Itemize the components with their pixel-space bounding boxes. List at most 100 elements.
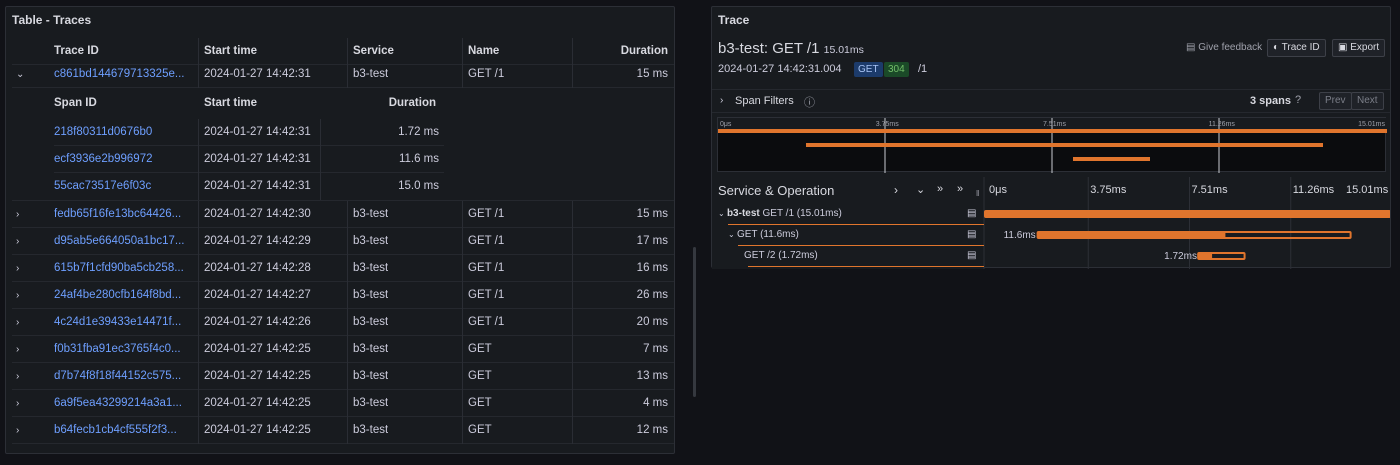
chevron-right-icon[interactable]: › [16, 290, 20, 301]
trace-id-link[interactable]: c861bd144679713325e... [54, 68, 185, 80]
help-icon: ? [1295, 94, 1302, 106]
minimap-tick: 15.01ms [1358, 121, 1385, 128]
export-button[interactable]: ▣ Export [1332, 39, 1386, 57]
span-bar-label: 1.72ms [1164, 251, 1197, 262]
span-row[interactable]: GET /2 (1.72ms) [738, 250, 818, 261]
span-row[interactable]: ecf3936e2b996972 2024-01-27 14:42:31 11.… [54, 146, 444, 173]
trace-id-link[interactable]: 6a9f5ea43299214a3a1... [54, 397, 182, 409]
chevron-right-icon[interactable]: › [16, 398, 20, 409]
chevron-right-icon[interactable]: › [16, 209, 20, 220]
info-icon: ⓘ [804, 97, 815, 109]
minimap-span-bar [718, 129, 1387, 133]
name: GET /1 [468, 68, 505, 80]
name: GET [468, 424, 492, 436]
table-row[interactable]: › 24af4be280cfb164f8bd... 2024-01-27 14:… [12, 282, 674, 309]
chevron-right-icon[interactable]: › [720, 95, 724, 106]
give-feedback-button[interactable]: ▤ Give feedback [1186, 42, 1263, 53]
chevron-right-icon[interactable]: › [16, 371, 20, 382]
save-icon: ▣ [1338, 42, 1351, 53]
trace-id-link[interactable]: 615b7f1cfd90ba5cb258... [54, 262, 184, 274]
table-row-expanded[interactable]: ⌄ c861bd144679713325e... 2024-01-27 14:4… [12, 61, 674, 88]
trace-id-button[interactable]: ◐ Trace ID [1267, 39, 1326, 57]
trace-id-link[interactable]: 4c24d1e39433e14471f... [54, 316, 182, 328]
logs-icon[interactable]: ▤ [967, 208, 977, 219]
chevron-right-icon[interactable]: › [16, 263, 20, 274]
duration: 12 ms [636, 424, 668, 436]
chevron-right-icon[interactable]: › [16, 344, 20, 355]
chevron-down-icon[interactable]: ⌄ [916, 184, 926, 196]
table-row[interactable]: › b64fecb1cb4cf555f2f3... 2024-01-27 14:… [12, 417, 674, 444]
service: b3-test [353, 262, 389, 274]
col-span-start[interactable]: Start time [204, 97, 258, 109]
start-time: 2024-01-27 14:42:25 [204, 397, 311, 409]
span-id-link[interactable]: 218f80311d0676b0 [54, 126, 153, 138]
col-service[interactable]: Service [353, 45, 394, 57]
duration: 13 ms [636, 370, 668, 382]
timeline-tick: 11.26ms [1292, 184, 1335, 196]
span-header: Span ID Start time Duration [54, 90, 444, 117]
chevron-right-icon[interactable]: › [16, 425, 20, 436]
span-duration: 15.0 ms [398, 180, 439, 192]
trace-path: /1 [918, 63, 928, 75]
span-id-link[interactable]: ecf3936e2b996972 [54, 153, 153, 165]
resize-handle-icon[interactable]: ‖ [976, 189, 980, 198]
span-bar-label: 11.6ms [1003, 230, 1036, 241]
copy-icon: ◐ [1273, 42, 1282, 53]
table-row[interactable]: › 6a9f5ea43299214a3a1... 2024-01-27 14:4… [12, 390, 674, 417]
col-start-time[interactable]: Start time [204, 45, 258, 57]
trace-id-link[interactable]: b64fecb1cb4cf555f2f3... [54, 424, 177, 436]
col-name[interactable]: Name [468, 45, 500, 57]
name: GET [468, 370, 492, 382]
span-row[interactable]: 55cac73517e6f03c 2024-01-27 14:42:31 15.… [54, 173, 444, 200]
span-count: 3 spans [1250, 95, 1291, 107]
table-row[interactable]: › 615b7f1cfd90ba5cb258... 2024-01-27 14:… [12, 255, 674, 282]
chevron-right-icon[interactable]: › [894, 183, 898, 197]
timeline-tick: 15.01ms [1346, 184, 1389, 196]
table-row[interactable]: › fedb65f16fe13bc64426... 2024-01-27 14:… [12, 201, 674, 228]
span-filters-label[interactable]: Span Filters [735, 95, 794, 107]
span-filters-bar[interactable]: › Span Filters ⓘ 3 spans ? Prev Next [712, 89, 1390, 113]
trace-id-link[interactable]: fedb65f16fe13bc64426... [54, 208, 182, 220]
chevron-right-icon[interactable]: › [16, 236, 20, 247]
span-row[interactable]: ⌄ b3-test GET /1 (15.01ms) [718, 208, 842, 219]
scrollbar[interactable] [693, 247, 696, 397]
logs-icon[interactable]: ▤ [967, 250, 977, 261]
timeline-svg [712, 177, 1391, 269]
span-row[interactable]: ⌄ GET (11.6ms) [728, 229, 799, 240]
duration: 4 ms [643, 397, 668, 409]
double-chevron-right-icon[interactable]: » [957, 183, 964, 195]
table-row[interactable]: › d95ab5e664050a1bc17... 2024-01-27 14:4… [12, 228, 674, 255]
next-button[interactable]: Next [1351, 92, 1384, 110]
col-span-duration[interactable]: Duration [388, 97, 436, 109]
trace-id-link[interactable]: f0b31fba91ec3765f4c0... [54, 343, 181, 355]
span-subtable: Span ID Start time Duration 218f80311d06… [12, 88, 674, 201]
timeline-tick: 3.75ms [1090, 184, 1127, 196]
span-row-accent [728, 224, 984, 225]
trace-id-link[interactable]: 24af4be280cfb164f8bd... [54, 289, 182, 301]
start-time: 2024-01-27 14:42:25 [204, 370, 311, 382]
col-span-id[interactable]: Span ID [54, 97, 97, 109]
minimap-span-bar [806, 143, 1323, 147]
span-id-link[interactable]: 55cac73517e6f03c [54, 180, 152, 192]
chevron-down-icon[interactable]: ⌄ [718, 209, 727, 218]
table-row[interactable]: › 4c24d1e39433e14471f... 2024-01-27 14:4… [12, 309, 674, 336]
minimap-span-bar [1073, 157, 1150, 161]
logs-icon[interactable]: ▤ [967, 229, 977, 240]
double-chevron-down-icon[interactable]: » [937, 183, 944, 195]
name: GET /1 [468, 316, 505, 328]
prev-button[interactable]: Prev [1319, 92, 1352, 110]
col-trace-id[interactable]: Trace ID [54, 45, 99, 57]
table-row[interactable]: › f0b31fba91ec3765f4c0... 2024-01-27 14:… [12, 336, 674, 363]
chevron-down-icon[interactable]: ⌄ [16, 69, 25, 80]
table-row[interactable]: › d7b74f8f18f44152c575... 2024-01-27 14:… [12, 363, 674, 390]
trace-id-link[interactable]: d7b74f8f18f44152c575... [54, 370, 182, 382]
chevron-down-icon[interactable]: ⌄ [728, 230, 737, 239]
start-time: 2024-01-27 14:42:27 [204, 289, 311, 301]
trace-id-link[interactable]: d95ab5e664050a1bc17... [54, 235, 185, 247]
traces-table-panel: Table - Traces Trace ID Start time Servi… [5, 6, 675, 454]
col-duration[interactable]: Duration [620, 45, 668, 57]
trace-minimap[interactable]: 0μs 3.75ms 7.51ms 11.26ms 15.01ms [717, 117, 1387, 173]
span-row[interactable]: 218f80311d0676b0 2024-01-27 14:42:31 1.7… [54, 119, 444, 146]
name: GET [468, 343, 492, 355]
chevron-right-icon[interactable]: › [16, 317, 20, 328]
